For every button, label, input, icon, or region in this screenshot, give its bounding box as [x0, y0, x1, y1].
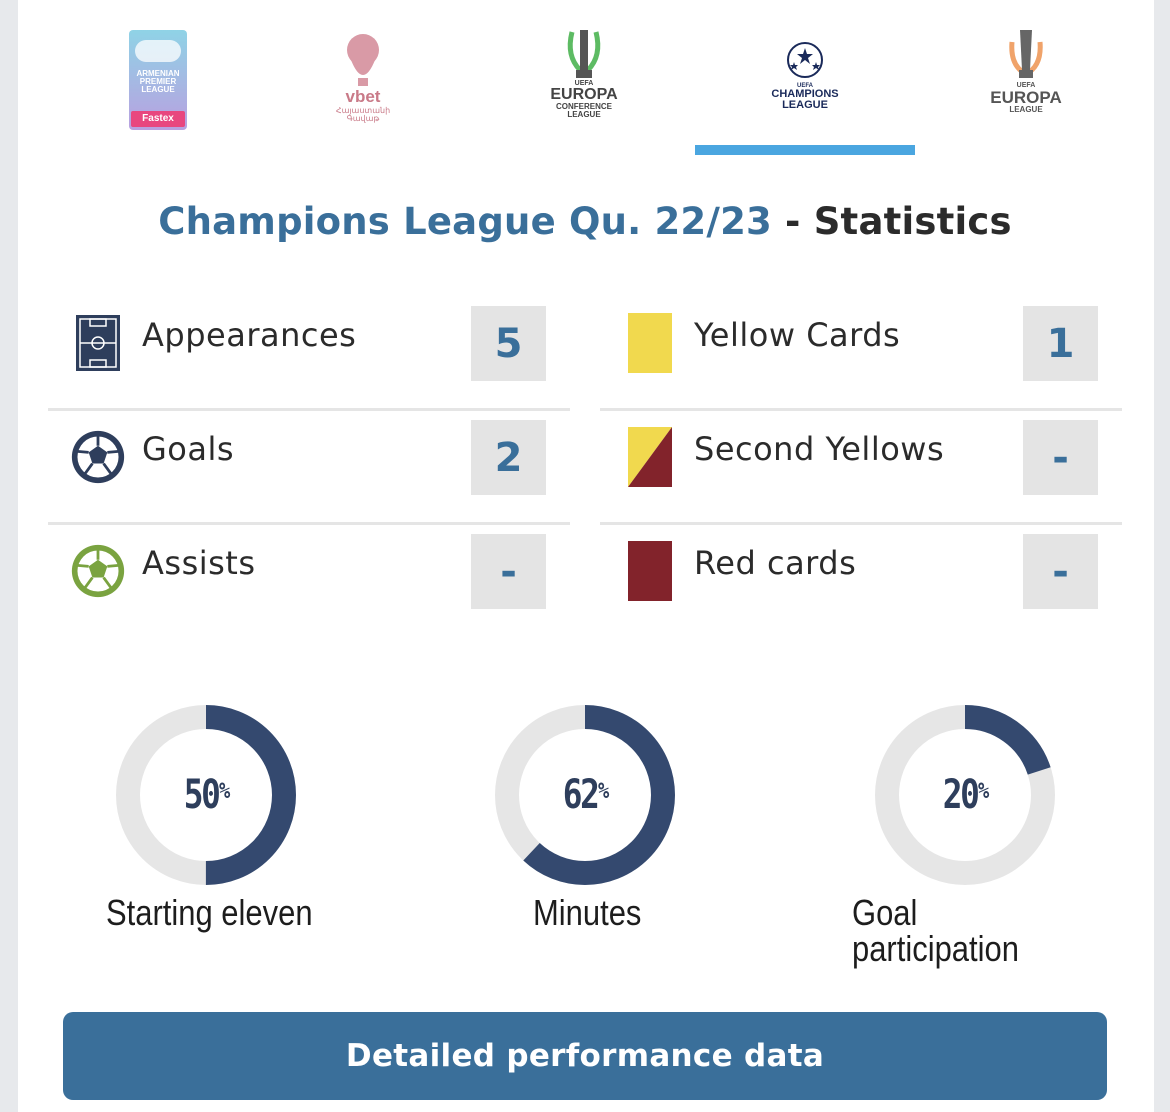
- red-card-icon: [622, 541, 678, 601]
- stat-label: Appearances: [142, 316, 357, 354]
- donut-arc: [116, 705, 296, 885]
- donut-label-starting-eleven: Starting eleven: [106, 892, 313, 933]
- donut-number: 20: [943, 772, 980, 818]
- donut-number: 50: [184, 772, 221, 818]
- tab-armenian-premier-league[interactable]: ARMENIAN PREMIER LEAGUE Fastex: [48, 20, 268, 150]
- stat-value: 1: [1023, 306, 1098, 381]
- europa-league-logo: UEFA EUROPA LEAGUE: [986, 26, 1066, 136]
- donut-label-minutes: Minutes: [533, 892, 642, 933]
- stat-row-goals: Goals 2: [48, 412, 570, 525]
- detailed-performance-data-button[interactable]: Detailed performance data: [63, 1012, 1107, 1100]
- stat-row-red-cards: Red cards -: [600, 526, 1122, 639]
- stat-value: -: [1023, 534, 1098, 609]
- donut-value: 20%: [875, 705, 1055, 885]
- donut-arc: [495, 705, 675, 885]
- title-separator: -: [771, 200, 814, 243]
- stat-row-second-yellows: Second Yellows -: [600, 412, 1122, 525]
- yellow-card-icon: [622, 313, 678, 373]
- donut-value: 50%: [116, 705, 296, 885]
- page-title: Champions League Qu. 22/23 - Statistics: [0, 200, 1170, 243]
- stat-row-yellow-cards: Yellow Cards 1: [600, 298, 1122, 411]
- stat-value: 2: [471, 420, 546, 495]
- pitch-icon: [70, 313, 126, 373]
- stat-row-appearances: Appearances 5: [48, 298, 570, 411]
- tab-europa-conference-league[interactable]: UEFA EUROPA CONFERENCE LEAGUE: [474, 20, 694, 150]
- stat-label: Goals: [142, 430, 235, 468]
- donut-number: 62: [563, 772, 600, 818]
- tab-champions-league[interactable]: UEFA CHAMPIONS LEAGUE: [695, 20, 915, 155]
- stat-value: 5: [471, 306, 546, 381]
- europa-conference-league-logo: UEFA EUROPA CONFERENCE LEAGUE: [544, 26, 624, 136]
- ball-dark-icon: [70, 427, 126, 487]
- donut-ring: [495, 705, 675, 885]
- stat-label: Red cards: [694, 544, 857, 582]
- second-yellow-icon: [622, 427, 678, 487]
- donut-ring: [875, 705, 1055, 885]
- stat-value: -: [471, 534, 546, 609]
- armenian-premier-league-logo: ARMENIAN PREMIER LEAGUE Fastex: [129, 30, 187, 130]
- donut-value: 62%: [495, 705, 675, 885]
- donut-unit: %: [598, 778, 610, 804]
- tab-europa-league[interactable]: UEFA EUROPA LEAGUE: [916, 20, 1136, 150]
- champions-league-logo: UEFA CHAMPIONS LEAGUE: [760, 40, 850, 140]
- donut-goal-participation: 20%: [875, 705, 1055, 885]
- stat-value: -: [1023, 420, 1098, 495]
- competition-tabs: ARMENIAN PREMIER LEAGUE Fastex vbet Հայա…: [48, 20, 1124, 160]
- donut-ring: [116, 705, 296, 885]
- stat-row-assists: Assists -: [48, 526, 570, 639]
- tab-vbet-cup[interactable]: vbet Հայաստանի Գավաթ: [253, 20, 473, 150]
- donut-label-goal-participation: Goal participation: [852, 892, 1019, 969]
- donut-unit: %: [978, 778, 990, 804]
- left-border: [0, 0, 18, 1112]
- ball-green-icon: [70, 541, 126, 601]
- section-title: Statistics: [813, 200, 1012, 243]
- vbet-cup-logo: vbet Հայաստանի Գավաթ: [328, 30, 398, 130]
- donut-minutes: 62%: [495, 705, 675, 885]
- competition-title: Champions League Qu. 22/23: [158, 200, 772, 243]
- donut-arc: [875, 705, 1055, 885]
- stat-label: Assists: [142, 544, 256, 582]
- stat-label: Yellow Cards: [694, 316, 901, 354]
- donut-starting-eleven: 50%: [116, 705, 296, 885]
- right-border: [1154, 0, 1170, 1112]
- donut-unit: %: [219, 778, 231, 804]
- stat-label: Second Yellows: [694, 430, 945, 468]
